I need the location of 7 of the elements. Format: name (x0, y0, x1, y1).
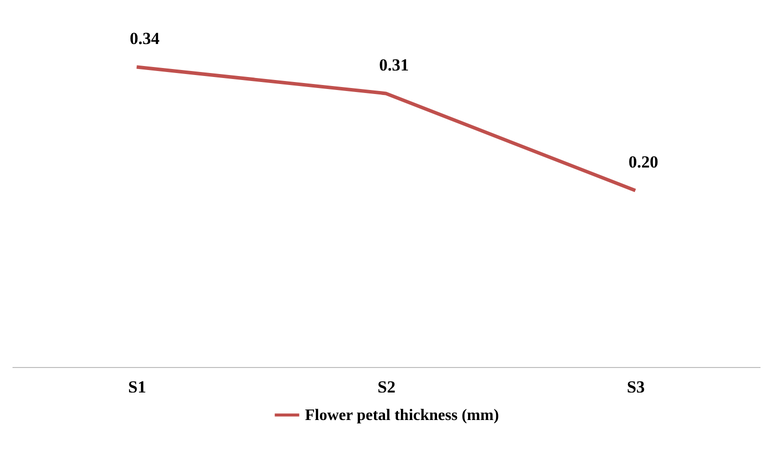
x-tick-label: S2 (378, 378, 396, 396)
x-tick-label: S1 (128, 378, 146, 396)
legend-label: Flower petal thickness (mm) (305, 407, 499, 424)
x-tick-label: S3 (626, 378, 645, 396)
data-label: 0.34 (130, 29, 160, 48)
data-label: 0.31 (379, 55, 409, 74)
data-label: 0.20 (628, 152, 658, 172)
